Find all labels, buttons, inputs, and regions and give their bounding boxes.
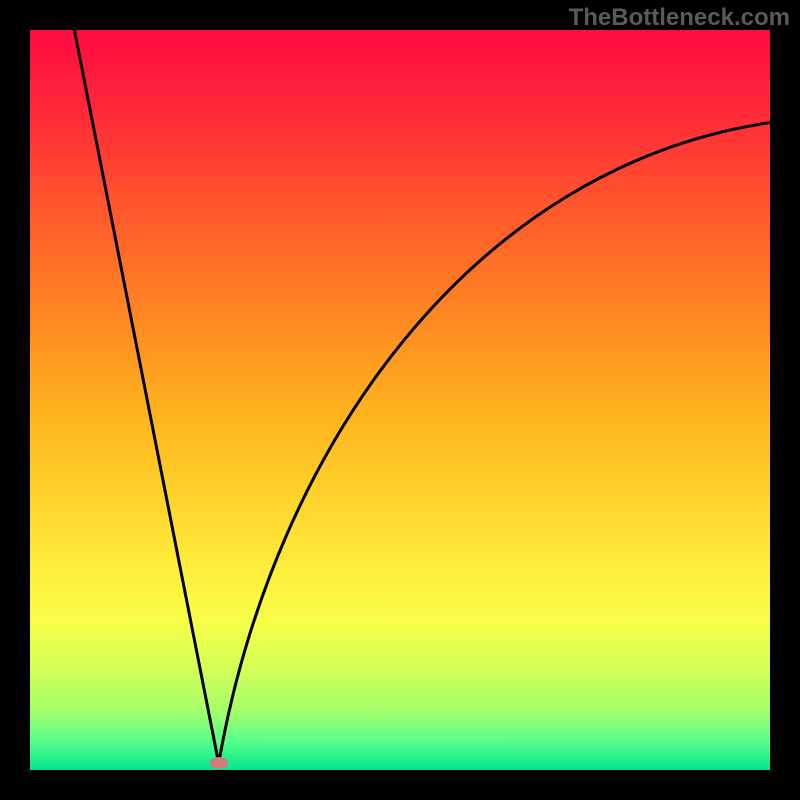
curve-right-segment <box>219 123 770 764</box>
curve-left-segment <box>74 30 218 763</box>
dip-marker <box>210 757 228 769</box>
plot-area <box>30 30 770 770</box>
chart-stage: TheBottleneck.com <box>0 0 800 800</box>
attribution-text: TheBottleneck.com <box>569 4 790 32</box>
curve-svg <box>30 30 770 770</box>
